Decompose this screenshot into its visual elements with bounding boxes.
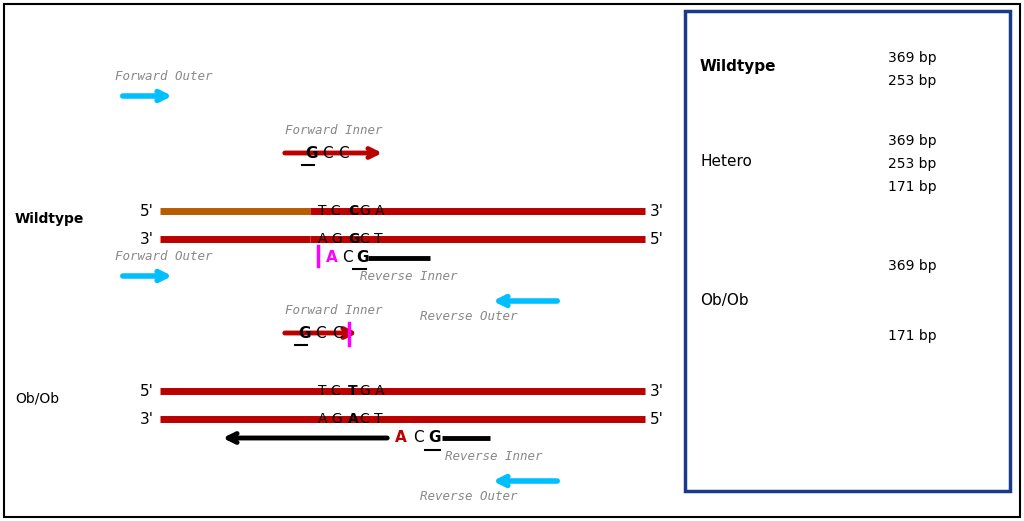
Text: Hetero: Hetero	[700, 154, 752, 168]
Text: 5': 5'	[140, 204, 154, 218]
Text: Reverse Inner: Reverse Inner	[445, 450, 543, 463]
Text: C: C	[315, 326, 326, 341]
Text: A G: A G	[318, 412, 343, 426]
Text: C: C	[332, 326, 343, 341]
Text: 3': 3'	[140, 231, 154, 246]
Text: 369 bp: 369 bp	[888, 134, 937, 148]
Text: Forward Outer: Forward Outer	[115, 250, 213, 263]
Text: 5': 5'	[650, 231, 664, 246]
Text: Wildtype: Wildtype	[700, 58, 776, 73]
Text: Ob/Ob: Ob/Ob	[700, 293, 749, 308]
Text: C: C	[348, 204, 358, 218]
Text: 369 bp: 369 bp	[888, 51, 937, 65]
Text: T C: T C	[318, 204, 341, 218]
Text: 253 bp: 253 bp	[888, 74, 936, 88]
Text: Forward Inner: Forward Inner	[285, 304, 383, 317]
Text: C: C	[342, 251, 352, 266]
Text: 3': 3'	[650, 204, 664, 218]
Text: G A: G A	[360, 204, 385, 218]
Text: Ob/Ob: Ob/Ob	[15, 392, 59, 406]
Text: 253 bp: 253 bp	[888, 157, 936, 171]
Text: C: C	[338, 145, 348, 160]
Bar	[685, 11, 1010, 491]
Text: 5': 5'	[650, 412, 664, 427]
Text: C T: C T	[360, 412, 383, 426]
Text: G: G	[356, 251, 369, 266]
Text: Reverse Outer: Reverse Outer	[420, 309, 517, 322]
Text: G: G	[348, 232, 359, 246]
Text: Reverse Outer: Reverse Outer	[420, 490, 517, 502]
Text: A: A	[326, 251, 338, 266]
Text: A: A	[395, 430, 407, 445]
Text: C: C	[413, 430, 424, 445]
Text: G: G	[298, 326, 310, 341]
Text: T: T	[348, 384, 357, 398]
Text: T C: T C	[318, 384, 341, 398]
Text: Wildtype: Wildtype	[15, 212, 84, 226]
Text: A: A	[348, 412, 358, 426]
Text: A G: A G	[318, 232, 343, 246]
Text: Reverse Inner: Reverse Inner	[360, 269, 458, 282]
Text: C: C	[322, 145, 333, 160]
Text: 3': 3'	[650, 383, 664, 399]
Text: Forward Inner: Forward Inner	[285, 125, 383, 138]
Text: Forward Outer: Forward Outer	[115, 69, 213, 82]
Text: C T: C T	[360, 232, 383, 246]
Text: 3': 3'	[140, 412, 154, 427]
Text: 171 bp: 171 bp	[888, 180, 937, 194]
Text: 5': 5'	[140, 383, 154, 399]
Text: 369 bp: 369 bp	[888, 259, 937, 273]
Text: G: G	[428, 430, 440, 445]
Text: 171 bp: 171 bp	[888, 329, 937, 343]
Text: G: G	[305, 145, 317, 160]
Text: G A: G A	[360, 384, 385, 398]
